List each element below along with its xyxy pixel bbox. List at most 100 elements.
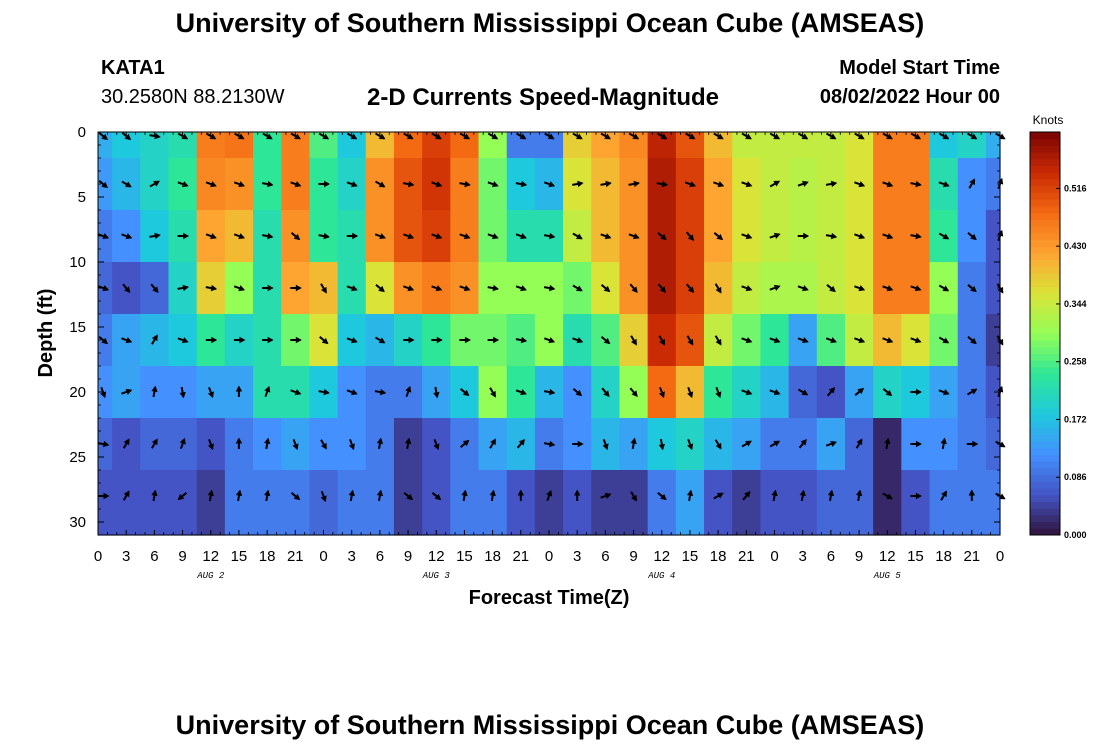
heatmap-cell [985,262,1001,315]
current-vector-arrow [348,489,355,502]
current-vector-arrow [97,285,110,292]
current-vector-arrow [882,181,894,188]
current-vector-arrow [910,180,922,188]
current-vector-arrow [686,335,694,346]
colorbar-frame [1029,131,1061,536]
current-vector-arrow [572,232,583,240]
current-vector-arrow [98,180,108,189]
current-vector-arrow [207,438,214,451]
colorbar-swatch [1030,172,1060,180]
colorbar-swatch [1030,246,1060,254]
current-vector-arrow [235,489,243,502]
colorbar-swatch [1030,185,1060,193]
colorbar: 0.000 0.086 0.172 0.258 0.344 0.430 0.516 [1029,131,1087,540]
heatmap-cell [534,470,564,536]
x-tick-label: 21 [287,548,304,565]
current-vector-arrow [769,180,781,188]
current-vector-arrow [628,180,640,188]
current-vector-arrow [968,489,976,501]
current-vector-arrow [515,233,527,240]
current-vector-arrow [402,180,415,188]
current-vector-arrow [825,232,838,240]
colorbar-swatch [1030,333,1060,341]
current-vector-arrow [827,489,835,502]
heatmap-cell [168,470,198,536]
y-tick-label: 25 [69,449,86,466]
current-vector-arrow [233,181,246,188]
heatmap-cell [985,132,1001,159]
current-vector-arrow [233,285,246,292]
current-vector-arrow [968,178,976,189]
colorbar-swatch [1030,192,1060,200]
colorbar-tick-label: 0.430 [1064,241,1087,251]
current-vector-arrow [713,232,724,241]
x-tick-label: 0 [545,548,553,565]
current-vector-arrow [741,440,752,448]
colorbar-swatch [1030,440,1060,449]
heatmap-cell [985,210,1001,263]
heatmap-cell [450,470,480,536]
colorbar-swatch [1030,407,1060,415]
colorbar-swatch [1030,259,1060,267]
current-vector-arrow [910,285,922,292]
heatmap-cell [506,470,536,536]
current-vector-arrow [177,284,189,292]
current-vector-arrow [658,335,666,346]
x-tick-label: 0 [94,548,102,565]
current-vector-arrow [318,388,330,396]
colorbar-swatch [1030,205,1060,214]
current-vector-arrow [97,233,110,240]
current-vector-arrow [264,489,271,502]
current-vector-arrow [966,440,979,448]
date-label: AUG 3 [422,571,451,581]
current-vector-arrow [98,336,108,345]
current-vector-arrow [318,232,330,240]
current-vector-arrow [235,385,243,397]
date-label: AUG 4 [647,571,675,581]
colorbar-swatch [1030,152,1060,160]
x-tick-label: 9 [178,548,186,565]
x-tick-label: 0 [770,548,778,565]
colorbar-swatch [1030,138,1060,146]
y-tick-label: 15 [69,319,86,336]
colorbar-tick-label: 0.086 [1064,472,1087,482]
heatmap-cell [337,470,367,536]
current-vector-arrow [459,233,471,240]
current-vector-arrow [121,180,132,188]
colorbar-swatch [1030,279,1060,287]
current-vector-arrow [882,285,894,292]
current-vector-arrow [910,440,922,448]
current-vector-arrow [262,336,274,344]
colorbar-swatch [1030,508,1060,516]
model-start-label: Model Start Time [839,57,1000,79]
colorbar-swatch [1030,306,1060,314]
current-vector-arrow [290,389,302,396]
current-vector-arrow [938,284,950,292]
current-vector-arrow [628,233,640,240]
current-vector-arrow [151,385,158,398]
current-vector-arrow [572,180,584,188]
current-vector-arrow [799,489,806,502]
colorbar-swatch [1030,212,1060,220]
current-vector-arrow [403,285,415,292]
current-vector-arrow [854,387,865,396]
current-vector-arrow [741,337,753,344]
heatmap-cell [619,470,649,536]
x-tick-label: 6 [376,548,384,565]
x-tick-label: 12 [879,548,896,565]
x-tick-label: 3 [799,548,807,565]
heatmap-cell [732,470,762,536]
current-vector-arrow [376,437,384,450]
x-tick-label: 21 [512,548,529,565]
colorbar-swatch [1030,447,1060,455]
current-vector-arrow [320,283,327,294]
current-vector-arrow [825,180,838,188]
current-vector-arrow [938,181,950,188]
current-vector-arrow [600,492,612,499]
heatmap-cell [844,470,874,536]
current-vector-arrow [431,285,443,292]
current-vector-arrow [320,490,327,503]
current-vector-arrow [543,388,556,396]
current-vector-arrow [318,180,330,188]
current-vector-arrow [826,284,836,293]
